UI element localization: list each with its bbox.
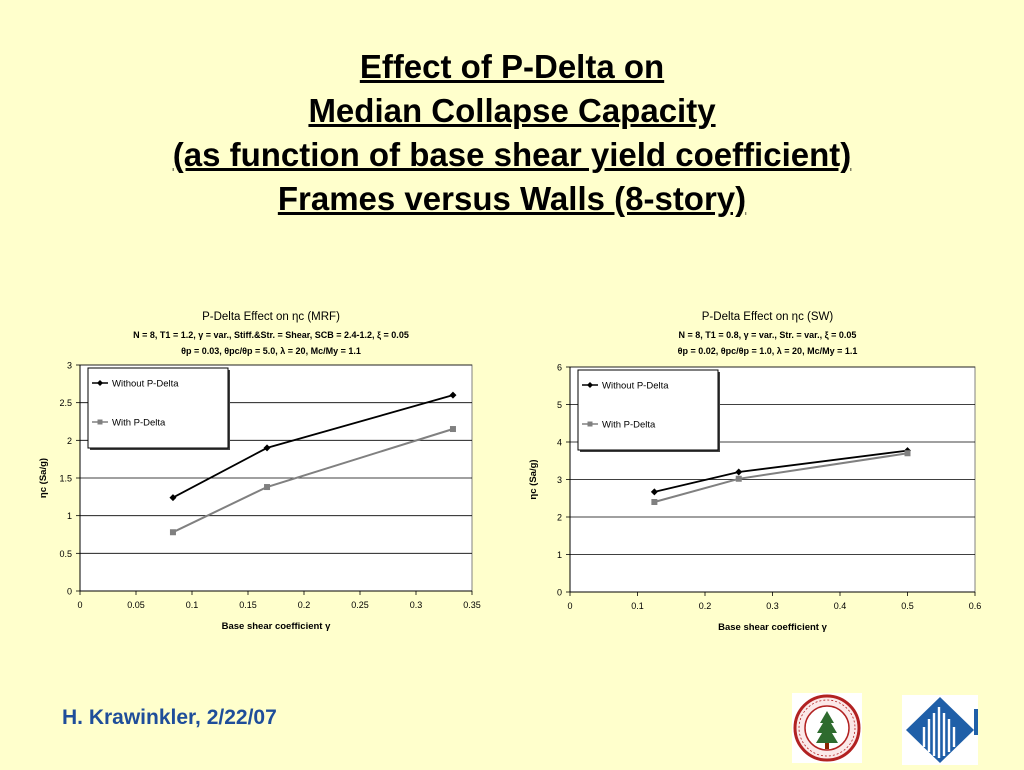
chart-title: P-Delta Effect on ηc (MRF) xyxy=(202,311,340,323)
legend xyxy=(87,367,229,449)
x-tick-label: 0.3 xyxy=(766,601,779,611)
data-point xyxy=(650,488,658,496)
chart-subtitle-1: N = 8, T1 = 0.8, γ = var., Str. = var., … xyxy=(679,330,857,340)
y-tick-label: 0 xyxy=(557,588,562,598)
x-tick-label: 0 xyxy=(567,601,572,611)
y-tick-label: 3 xyxy=(67,361,72,371)
x-tick-label: 0.15 xyxy=(239,600,257,610)
y-tick-label: 4 xyxy=(557,438,562,448)
title-line-4: Frames versus Walls (8-story) xyxy=(277,180,747,217)
x-tick-label: 0 xyxy=(77,600,82,610)
x-tick-label: 0.2 xyxy=(699,601,712,611)
chart-svg: P-Delta Effect on ηc (MRF) N = 8, T1 = 1.… xyxy=(38,311,481,632)
data-point xyxy=(169,494,177,502)
x-tick-label: 0.4 xyxy=(834,601,847,611)
x-axis-label: Base shear coefficient γ xyxy=(222,621,331,632)
chart-subtitle-2: θp = 0.02, θpc/θp = 1.0, λ = 20, Mc/My =… xyxy=(678,346,858,356)
y-axis-label: ηc (Sa/g) xyxy=(38,458,49,498)
x-tick-label: 0.05 xyxy=(127,600,145,610)
title-line-3: (as function of base shear yield coeffic… xyxy=(172,136,852,173)
data-point xyxy=(263,444,271,452)
chart-title: P-Delta Effect on ηc (SW) xyxy=(702,311,834,323)
y-tick-label: 5 xyxy=(557,400,562,410)
legend-label: With P-Delta xyxy=(602,420,656,431)
x-tick-label: 0.3 xyxy=(410,600,423,610)
slide-title: Effect of P-Delta on Median Collapse Cap… xyxy=(0,45,1024,221)
legend xyxy=(577,369,719,451)
y-tick-label: 2.5 xyxy=(59,398,72,408)
y-axis-label: ηc (Sa/g) xyxy=(528,459,539,499)
legend-marker xyxy=(97,380,103,386)
x-tick-label: 0.1 xyxy=(631,601,644,611)
data-point xyxy=(169,529,176,536)
stanford-seal-logo xyxy=(792,693,862,768)
chart-mrf: P-Delta Effect on ηc (MRF) N = 8, T1 = 1.… xyxy=(22,300,492,640)
data-point xyxy=(264,484,271,491)
x-tick-label: 0.2 xyxy=(298,600,311,610)
y-tick-label: 1 xyxy=(557,550,562,560)
chart-svg: P-Delta Effect on ηc (SW) N = 8, T1 = 0.8… xyxy=(528,311,982,633)
x-tick-label: 0.6 xyxy=(969,601,982,611)
data-point xyxy=(735,468,743,476)
title-line-2: Median Collapse Capacity xyxy=(308,92,716,129)
x-tick-label: 0.1 xyxy=(186,600,199,610)
data-point xyxy=(904,450,911,457)
x-axis-label: Base shear coefficient γ xyxy=(718,622,827,633)
y-tick-label: 3 xyxy=(557,475,562,485)
legend-marker xyxy=(587,421,593,427)
y-tick-label: 2 xyxy=(557,513,562,523)
y-tick-label: 0.5 xyxy=(59,549,72,559)
y-tick-label: 1.5 xyxy=(59,474,72,484)
legend-marker xyxy=(587,382,593,388)
structure-institution-logo xyxy=(902,695,978,770)
legend-label: With P-Delta xyxy=(112,418,166,429)
data-point xyxy=(449,426,456,433)
x-tick-label: 0.25 xyxy=(351,600,369,610)
y-tick-label: 0 xyxy=(67,587,72,597)
legend-label: Without P-Delta xyxy=(602,381,669,392)
y-tick-label: 1 xyxy=(67,511,72,521)
chart-subtitle-1: N = 8, T1 = 1.2, γ = var., Stiff.&Str. =… xyxy=(133,330,409,340)
x-tick-label: 0.5 xyxy=(901,601,914,611)
x-tick-label: 0.35 xyxy=(463,600,481,610)
y-tick-label: 6 xyxy=(557,363,562,373)
chart-subtitle-2: θp = 0.03, θpc/θp = 5.0, λ = 20, Mc/My =… xyxy=(181,346,361,356)
legend-label: Without P-Delta xyxy=(112,379,179,390)
data-point xyxy=(651,499,658,505)
title-line-1: Effect of P-Delta on xyxy=(359,48,665,85)
data-point xyxy=(735,475,742,482)
data-point xyxy=(449,391,457,399)
footer-author-date: H. Krawinkler, 2/22/07 xyxy=(62,706,277,729)
chart-sw: P-Delta Effect on ηc (SW) N = 8, T1 = 0.8… xyxy=(512,300,1002,640)
legend-marker xyxy=(97,419,103,425)
y-tick-label: 2 xyxy=(67,436,72,446)
